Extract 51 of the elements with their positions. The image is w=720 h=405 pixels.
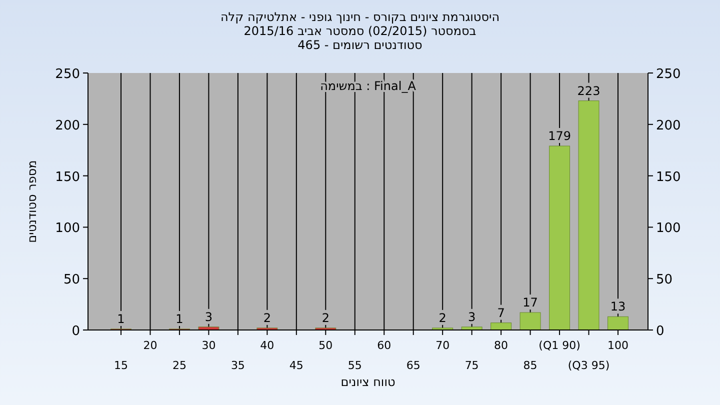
x-axis-title: טווח ציונים [340, 375, 396, 389]
data-label: 2 [322, 310, 330, 325]
bar [608, 316, 628, 330]
y-tick-label: 200 [55, 118, 80, 134]
x-tick-label: 55 [348, 359, 362, 372]
x-tick-label: (Q1 90) [538, 339, 580, 352]
x-tick-label: 45 [289, 359, 304, 372]
data-label: 2 [438, 310, 446, 325]
data-label: 13 [610, 300, 626, 314]
x-tick-label: (Q3 95) [568, 359, 610, 372]
x-tick-label: 65 [406, 359, 420, 372]
y2-tick-label: 150 [656, 170, 681, 185]
y-tick-label: 250 [55, 67, 80, 82]
y2-tick-label: 250 [656, 67, 681, 82]
data-label: 1 [176, 312, 184, 326]
y-tick-label: 50 [63, 272, 80, 288]
x-tick-label: 60 [377, 339, 392, 352]
x-tick-label: 15 [114, 359, 128, 372]
data-label: 3 [204, 310, 213, 324]
bar [578, 100, 600, 330]
y-tick-label: 150 [55, 170, 80, 185]
x-tick-label: 50 [318, 339, 333, 352]
y-tick-label: 100 [55, 221, 80, 236]
data-label: 179 [548, 128, 571, 143]
bar [490, 322, 512, 330]
y2-tick-label: 100 [656, 221, 681, 236]
y2-tick-label: 200 [656, 118, 681, 134]
y2-tick-label: 50 [656, 272, 673, 288]
x-tick-label: 40 [260, 339, 274, 352]
x-tick-label: 80 [494, 339, 508, 352]
x-tick-label: 25 [172, 359, 186, 372]
x-tick-label: 100 [607, 339, 628, 352]
x-tick-label: 30 [202, 339, 216, 352]
y-tick-label: 0 [72, 324, 80, 339]
data-label: 3 [468, 310, 476, 324]
bar [549, 146, 570, 330]
x-tick-label: 70 [436, 339, 450, 352]
x-tick-label: 85 [523, 359, 538, 372]
data-label: 1 [117, 312, 125, 326]
data-label: 2 [263, 310, 271, 325]
x-tick-label: 35 [230, 359, 245, 372]
y-axis-title: מספר סטודנטים [25, 160, 39, 243]
data-label: 7 [497, 306, 505, 320]
y2-tick-label: 0 [656, 324, 664, 339]
chart-title: היסטוגרמת ציונים בקורס - חינוך גופני - אתלטיקה קלה [220, 10, 500, 24]
x-tick-label: 20 [143, 339, 158, 352]
bar [520, 312, 541, 330]
chart-subtitle: בסמסטר (02/2015) סמסטר אביב 2015/16 סטודנטים רשומים - 465 [244, 24, 476, 52]
x-tick-label: 75 [464, 359, 479, 372]
data-label: 17 [522, 296, 538, 310]
data-label: 223 [577, 84, 600, 98]
